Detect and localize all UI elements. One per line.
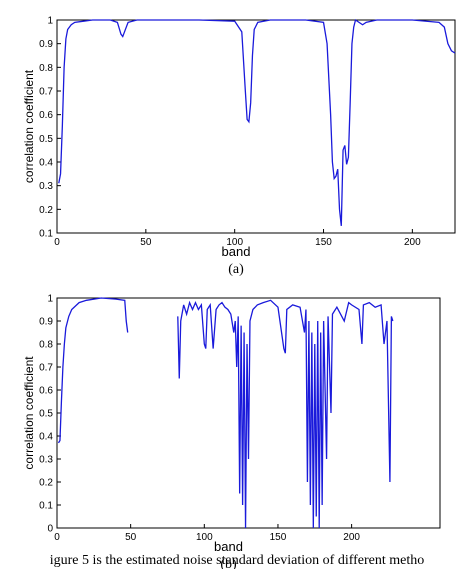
y-tick-label: 0.9 bbox=[39, 39, 53, 50]
caption: igure 5 is the estimated noise standard … bbox=[50, 553, 425, 568]
x-tick-label: 0 bbox=[54, 532, 60, 543]
x-tick-label: 100 bbox=[196, 532, 213, 543]
y-axis-label: correlation coefficient bbox=[22, 356, 36, 470]
y-tick-label: 0.3 bbox=[39, 455, 53, 466]
x-tick-label: 150 bbox=[315, 237, 332, 248]
y-tick-label: 0.7 bbox=[39, 87, 53, 98]
y-tick-label: 0.5 bbox=[39, 409, 53, 420]
plot-frame bbox=[56, 19, 456, 234]
x-tick-label: 200 bbox=[404, 237, 421, 248]
panel-label: (b) bbox=[220, 557, 237, 569]
y-tick-label: 0.3 bbox=[39, 181, 53, 192]
y-tick-label: 0.6 bbox=[39, 110, 53, 121]
x-tick-label: 100 bbox=[226, 237, 243, 248]
y-tick-label: 0.7 bbox=[39, 363, 53, 374]
y-tick-label: 0.8 bbox=[39, 63, 53, 74]
y-tick-label: 0.2 bbox=[39, 205, 53, 216]
x-tick-label: 150 bbox=[270, 532, 287, 543]
y-tick-label: 0 bbox=[47, 524, 53, 535]
y-axis-label: correlation coefficient bbox=[22, 69, 36, 183]
x-tick-label: 200 bbox=[343, 532, 360, 543]
x-tick-label: 50 bbox=[140, 237, 152, 248]
y-tick-label: 0.8 bbox=[39, 340, 53, 351]
x-tick-label: 0 bbox=[54, 237, 60, 248]
y-tick-label: 0.9 bbox=[39, 317, 53, 328]
y-tick-label: 1 bbox=[47, 294, 53, 305]
data-line bbox=[58, 18, 456, 226]
y-tick-label: 1 bbox=[47, 16, 53, 27]
panel-label: (a) bbox=[228, 262, 244, 277]
x-axis-label: band bbox=[214, 539, 243, 554]
y-tick-label: 0.1 bbox=[39, 229, 53, 240]
y-tick-label: 0.1 bbox=[39, 501, 53, 512]
x-axis-label: band bbox=[222, 244, 251, 259]
data-line bbox=[57, 297, 394, 529]
y-tick-label: 0.5 bbox=[39, 134, 53, 145]
y-tick-label: 0.4 bbox=[39, 432, 53, 443]
x-tick-label: 50 bbox=[125, 532, 137, 543]
y-tick-label: 0.6 bbox=[39, 386, 53, 397]
y-tick-label: 0.2 bbox=[39, 478, 53, 489]
y-tick-label: 0.4 bbox=[39, 158, 53, 169]
